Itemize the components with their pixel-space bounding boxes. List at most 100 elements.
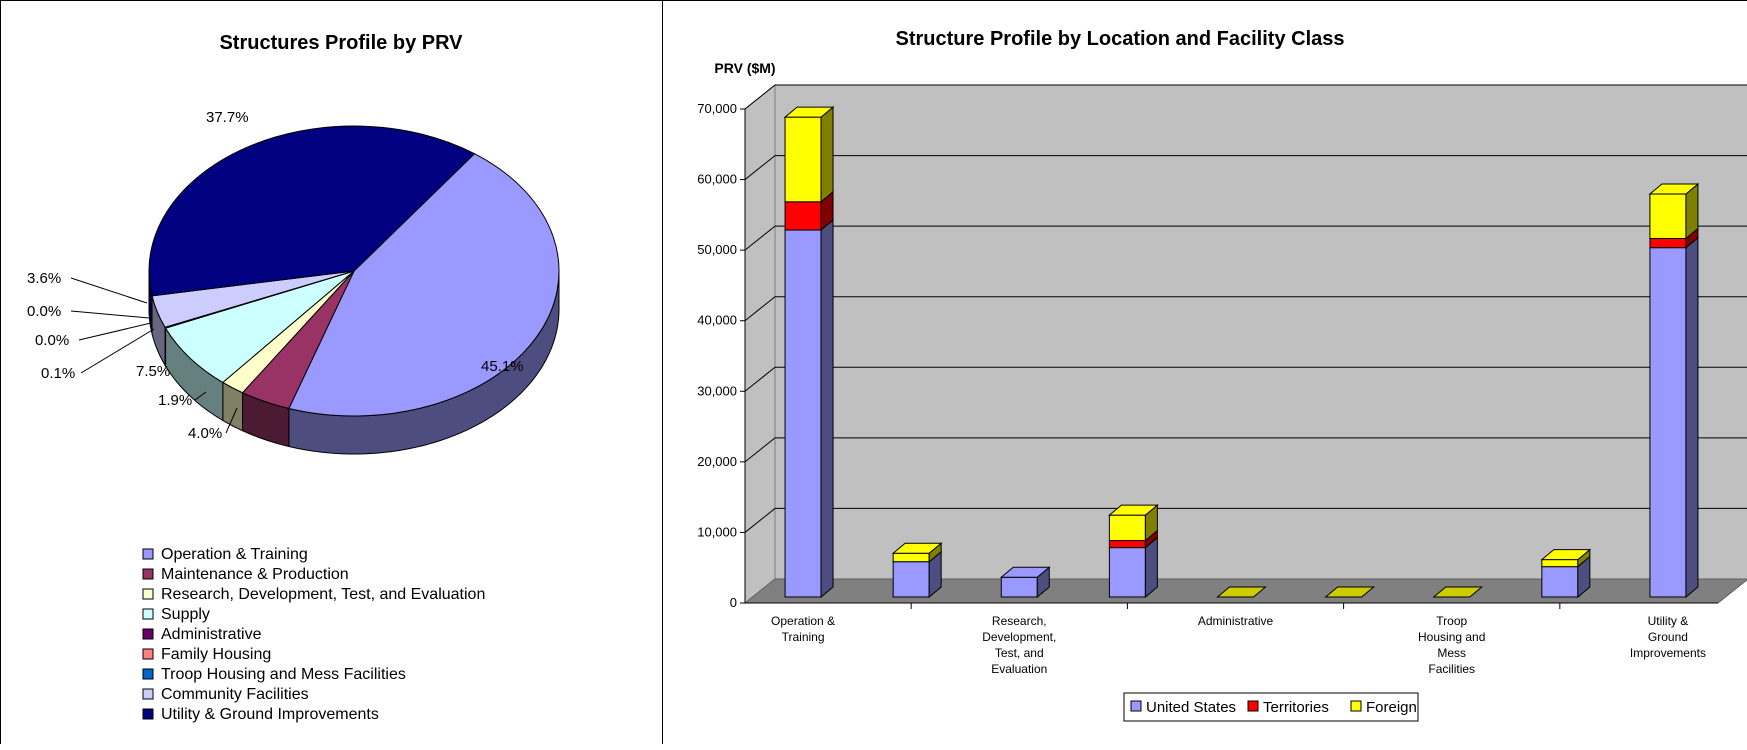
pie-legend-label-2: Research, Development, Test, and Evaluat… [161,586,485,603]
pie-legend-swatch-7 [142,688,154,700]
x-category-label-0: Operation & Training [771,614,835,644]
bar-top-2 [999,566,1051,578]
bar-0-territories [784,201,822,231]
bar-top-6 [1432,586,1484,598]
pie-legend-label-5: Family Housing [161,646,271,663]
bar-title: Structure Profile by Location and Facili… [896,28,1345,50]
bar-7-foreign [1541,559,1579,568]
bar-8-united-states [1649,247,1687,598]
bar-3-territories [1108,540,1146,549]
bar-legend-label-0: United States [1146,699,1236,716]
y-tick-label-4: 40,000 [697,313,737,328]
pie-label-0: 45.1% [481,358,524,375]
pie-legend-label-3: Supply [161,606,210,623]
bar-0-united-states [784,229,822,598]
bar-legend-swatch-0 [1130,700,1142,712]
pie-legend-swatch-1 [142,568,154,580]
x-category-label-6: Troop Housing and Mess Facilities [1418,614,1485,676]
bar-top-1 [891,542,943,554]
y-tick-label-6: 60,000 [697,172,737,187]
pie-label-4: 0.1% [41,365,75,382]
pie-title: Structures Profile by PRV [219,32,463,54]
pie-legend-label-7: Community Facilities [161,686,309,703]
pie-leader-line-1 [225,407,238,434]
x-category-label-2: Research, Development, Test, and Evaluation [982,614,1056,676]
gridline-4 [744,296,1747,322]
bar-top-5 [1324,586,1375,598]
gridline-7 [744,84,1747,110]
pie-leader-line-7 [70,277,148,304]
y-tick-label-2: 20,000 [697,454,737,469]
bar-top-3 [1108,504,1159,516]
pie-label-2: 1.9% [158,392,192,409]
bar-side-0-0 [820,218,834,599]
pie-leader-line-4 [80,328,155,374]
pie-legend-label-6: Troop Housing and Mess Facilities [161,666,406,683]
bar-2-united-states [1000,576,1038,598]
gridline-2 [744,437,1747,463]
bar-legend-label-2: Foreign [1366,699,1417,716]
bar-legend: United States Territories Foreign [1123,692,1419,722]
pie-legend-label-0: Operation & Training [161,546,308,563]
x-category-label-8: Utility & Ground Improvements [1630,614,1706,660]
pie-legend-label-1: Maintenance & Production [161,566,349,583]
pie-label-1: 4.0% [188,425,222,442]
bar-chart: Structure Profile by Location and Facili… [697,28,1747,722]
plot-back-wall [774,84,1747,580]
pie-legend-swatch-5 [142,648,154,660]
pie-leader-line-2 [194,391,207,401]
pie-legend-swatch-3 [142,608,154,620]
gridline-3 [744,366,1747,392]
bar-legend-swatch-1 [1247,700,1259,712]
pie-leader-line-6 [70,310,150,319]
bar-top-4 [1216,586,1267,598]
bar-8-territories [1649,237,1687,249]
x-category-label-4: Administrative [1198,614,1274,628]
pie-legend-swatch-8 [142,708,154,720]
pie-label-5: 0.0% [35,332,69,349]
pie-label-7: 3.6% [27,270,61,287]
bar-side-8-0 [1685,236,1699,599]
bar-legend-label-1: Territories [1263,699,1329,716]
bar-3-foreign [1108,514,1146,542]
bar-legend-box [1123,692,1419,722]
pie-slice-0 [288,153,560,417]
x-axis: Operation & Training Research, Development,… [771,603,1706,676]
pie-label-8: 37.7% [206,109,249,126]
pie-slice-3 [164,270,355,384]
pie-label-3: 7.5% [136,363,170,380]
pie-chart: Structures Profile by PRV 45.1% 4.0% 1.9% 7.… [27,32,560,723]
bar-top-7 [1540,549,1592,561]
pie-body [148,125,560,455]
gridline-1 [744,507,1747,533]
y-axis: 0 10,000 20,000 30,000 40,000 50,000 60,000 70,… [697,84,1747,610]
y-tick-label-0: 0 [730,595,737,610]
y-tick-label-3: 30,000 [697,383,737,398]
y-tick-label-1: 10,000 [697,524,737,539]
y-tick-label-7: 70,000 [697,101,737,116]
pie-legend-label-4: Administrative [161,626,262,643]
bar-top-0 [783,106,835,118]
bar-side-0-2 [820,106,834,203]
bar-legend-swatch-2 [1350,700,1362,712]
y-tick-label-5: 50,000 [697,242,737,257]
gridline-5 [744,225,1747,251]
y-axis-title: PRV ($M) [714,60,775,76]
pie-legend-swatch-6 [142,668,154,680]
bars [783,106,1700,599]
pie-slice-8 [148,125,476,297]
pie-chart-panel: Structures Profile by PRV 45.1% 4.0% 1.9% 7.… [0,0,663,744]
bar-top-8 [1648,183,1700,195]
pie-leader-line-5 [78,322,152,341]
gridline-6 [744,155,1747,180]
pie-legend-swatch-2 [142,588,154,600]
pie-legend-swatch-0 [142,548,154,560]
bar-0-foreign [784,116,822,203]
pie-legend-swatch-4 [142,628,154,640]
bar-1-foreign [892,552,930,563]
bar-3-united-states [1108,547,1146,598]
bar-1-united-states [892,561,930,598]
pie-legend: Operation & Training Maintenance & Produc… [142,546,485,723]
pie-label-6: 0.0% [27,303,61,320]
bar-8-foreign [1649,193,1687,239]
